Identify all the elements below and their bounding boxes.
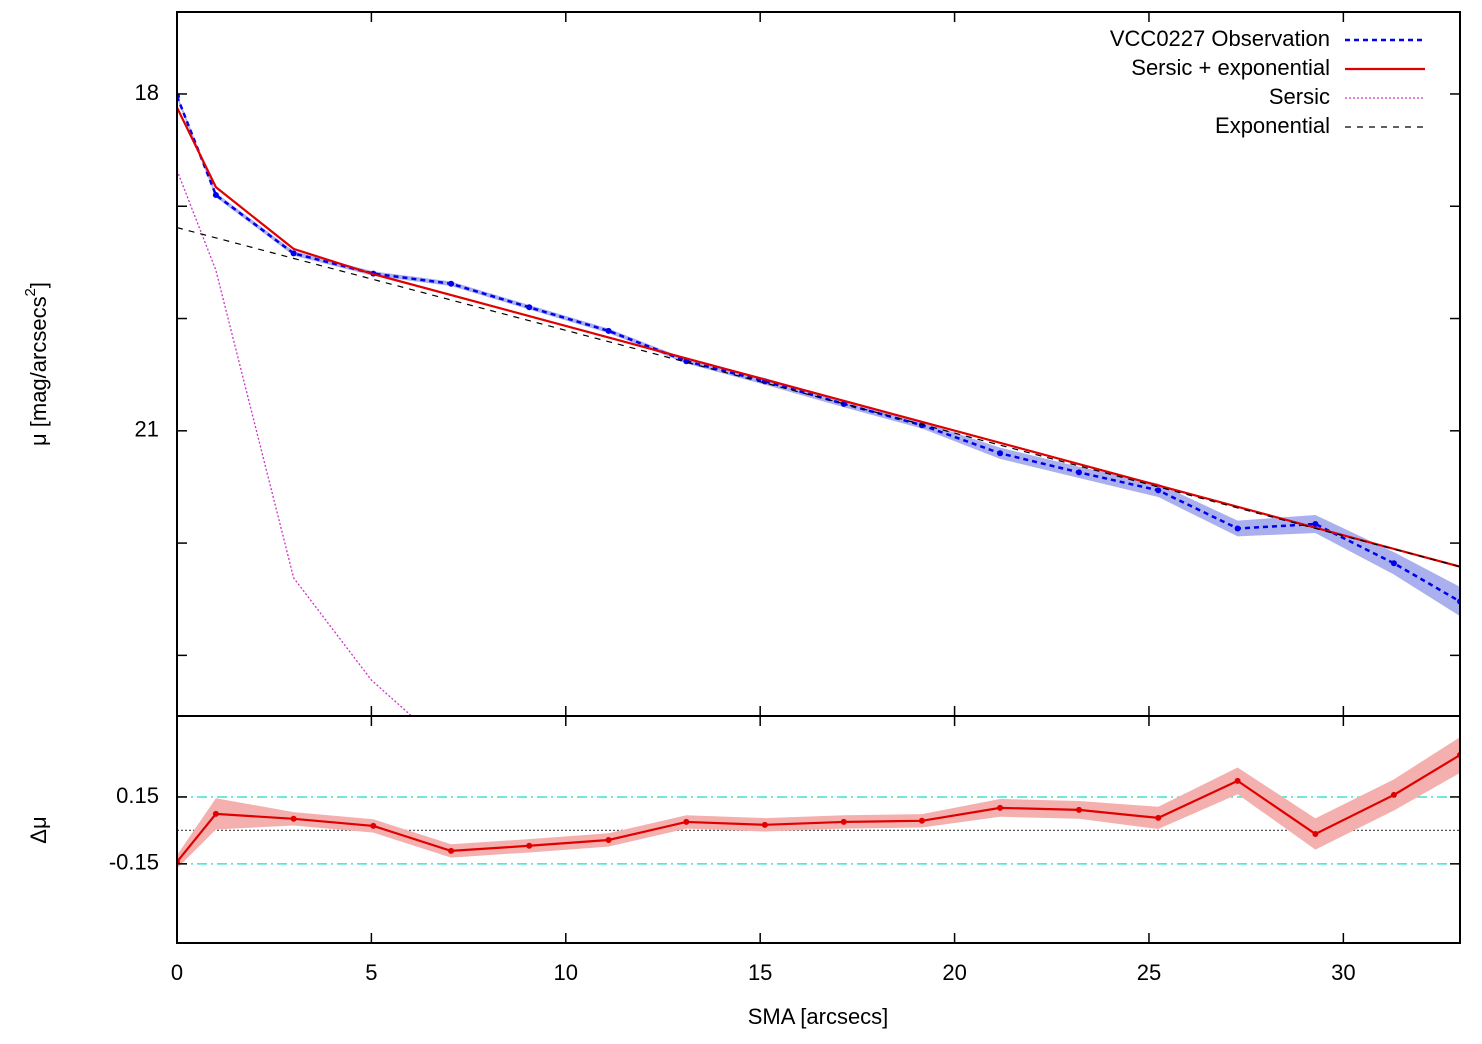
- data-point: [997, 450, 1004, 457]
- x-tick-label: 10: [554, 960, 578, 985]
- data-point: [605, 327, 612, 334]
- y-label-text: μ [mag/arcsecs: [26, 296, 51, 446]
- data-point: [370, 822, 377, 829]
- x-tick-label: 5: [365, 960, 377, 985]
- data-point: [840, 818, 847, 825]
- data-point: [1155, 487, 1162, 494]
- data-point: [1312, 830, 1319, 837]
- x-tick-label: 0: [171, 960, 183, 985]
- y-axis-label: μ [mag/arcsecs2]: [22, 282, 51, 446]
- series-line: [177, 226, 1460, 568]
- data-point: [526, 304, 533, 311]
- series-line: [177, 106, 1460, 568]
- data-point: [1155, 814, 1162, 821]
- x-tick-label: 25: [1137, 960, 1161, 985]
- x-axis-label: SMA [arcsecs]: [748, 1004, 889, 1029]
- residual-y-label: Δμ: [26, 816, 51, 843]
- plot-area: [177, 737, 1460, 869]
- y-tick-label: 0.15: [116, 783, 159, 808]
- y-label-suffix: ]: [26, 282, 51, 288]
- data-point: [212, 192, 219, 199]
- legend-label: Exponential: [1215, 113, 1330, 138]
- data-point: [448, 280, 455, 287]
- error-band: [177, 93, 1460, 617]
- data-point: [761, 821, 768, 828]
- data-point: [1312, 521, 1319, 527]
- y-tick-label: -0.15: [109, 850, 159, 875]
- series-line: [177, 754, 1460, 863]
- data-point: [1234, 525, 1241, 532]
- data-point: [605, 836, 612, 843]
- data-point: [1075, 469, 1082, 476]
- series-line: [177, 170, 413, 716]
- x-tick-label: 15: [748, 960, 772, 985]
- data-point: [448, 847, 455, 854]
- data-point: [1075, 806, 1082, 813]
- x-tick-label: 20: [942, 960, 966, 985]
- data-point: [1390, 560, 1397, 567]
- data-point: [1390, 791, 1397, 798]
- data-point: [526, 842, 533, 849]
- y-label-superscript: 2: [22, 288, 39, 296]
- data-point: [1234, 777, 1241, 784]
- y-tick-label: 18: [135, 80, 159, 105]
- data-point: [683, 818, 690, 825]
- x-tick-label: 30: [1331, 960, 1355, 985]
- data-point: [212, 810, 219, 817]
- data-point: [290, 250, 297, 257]
- series-line: [177, 95, 1460, 603]
- plot-area: [177, 93, 1460, 716]
- legend-label: Sersic + exponential: [1131, 55, 1330, 80]
- plot-frame: [176, 715, 1461, 944]
- legend-label: Sersic: [1269, 84, 1330, 109]
- data-point: [997, 804, 1004, 811]
- error-band: [177, 737, 1460, 869]
- legend-label: VCC0227 Observation: [1110, 26, 1330, 51]
- data-point: [290, 815, 297, 822]
- data-point: [918, 817, 925, 824]
- y-tick-label: 21: [135, 417, 159, 442]
